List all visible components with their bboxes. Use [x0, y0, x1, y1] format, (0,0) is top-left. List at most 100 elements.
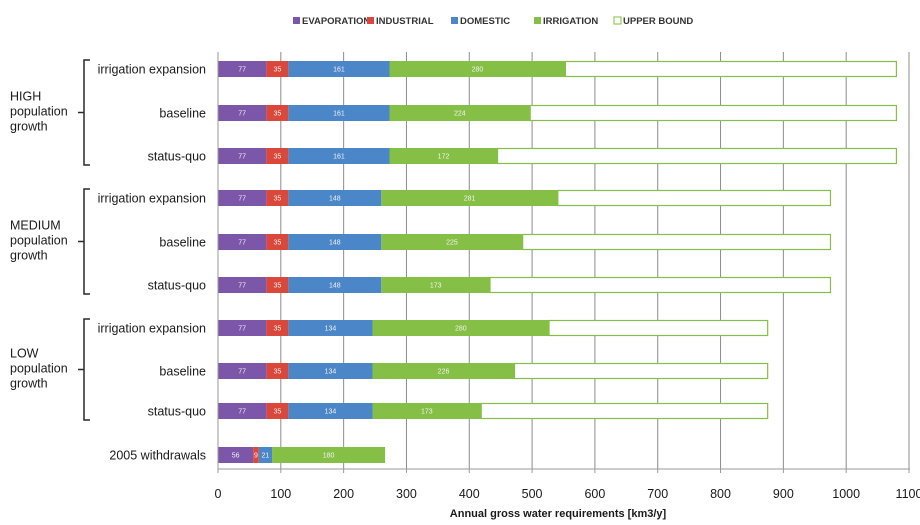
- bar-segment-domestic: [288, 403, 373, 419]
- legend-label-industrial: INDUSTRIAL: [376, 16, 434, 27]
- legend-label-irrigation: IRRIGATION: [543, 16, 598, 27]
- category-label: baseline: [159, 236, 206, 250]
- bar-value-label: 77: [238, 196, 246, 203]
- bar-segment-industrial: [266, 61, 289, 77]
- legend-label-evaporation: EVAPORATION: [302, 16, 370, 27]
- bar-value-label: 161: [333, 67, 345, 74]
- bar-value-label: 9: [254, 453, 258, 460]
- bar-value-label: 173: [421, 409, 433, 416]
- bar-value-label: 161: [333, 154, 345, 161]
- x-tick-label: 500: [522, 487, 543, 501]
- group-label: growth: [10, 249, 48, 263]
- bar-segment-domestic: [288, 277, 382, 293]
- bar-segment-industrial: [266, 277, 289, 293]
- bar-segment-evaporation: [218, 105, 267, 121]
- bar-segment-domestic: [288, 234, 382, 250]
- bar-segment-evaporation: [218, 277, 267, 293]
- bar-value-label: 172: [438, 154, 450, 161]
- upper-bound-bar: [557, 189, 832, 207]
- bar-segment-irrigation: [372, 363, 515, 379]
- category-label: baseline: [159, 107, 206, 121]
- bar-segment-irrigation: [389, 148, 498, 164]
- legend-swatch-evaporation: [293, 17, 300, 24]
- bar-segment-evaporation: [218, 403, 267, 419]
- bar-value-label: 161: [333, 111, 345, 118]
- bar-segment-domestic: [288, 61, 390, 77]
- bar-value-label: 226: [438, 369, 450, 376]
- bar-value-label: 180: [323, 453, 335, 460]
- x-tick-label: 200: [333, 487, 354, 501]
- grid-lines: [280, 52, 910, 469]
- bar-segment-irrigation: [389, 105, 531, 121]
- group-label: population: [10, 362, 68, 376]
- bar-segment-evaporation: [218, 447, 254, 463]
- bar-value-label: 134: [325, 369, 337, 376]
- upper-bound-bar: [529, 104, 898, 122]
- bar-segment-irrigation: [381, 190, 558, 206]
- category-label: status-quo: [148, 150, 206, 164]
- bar-value-label: 77: [238, 240, 246, 247]
- bar-segment-evaporation: [218, 61, 267, 77]
- bar-segment-evaporation: [218, 190, 267, 206]
- bar-segment-industrial: [266, 148, 289, 164]
- bar-value-label: 77: [238, 283, 246, 290]
- bar-segment-domestic: [288, 363, 373, 379]
- bar-value-label: 35: [273, 409, 281, 416]
- legend-swatch-irrigation: [534, 17, 541, 24]
- bar-value-label: 35: [273, 67, 281, 74]
- bar-segment-industrial: [266, 363, 289, 379]
- category-label: status-quo: [148, 279, 206, 293]
- upper-bound-bar: [496, 147, 898, 165]
- bar-value-label: 77: [238, 369, 246, 376]
- bar-segment-domestic: [288, 105, 390, 121]
- upper-bound-bar: [564, 60, 898, 78]
- bar-segment-evaporation: [218, 320, 267, 336]
- group-bracket: [78, 59, 90, 166]
- bar-segment-industrial: [266, 403, 289, 419]
- bar-value-label: 77: [238, 154, 246, 161]
- x-tick-label: 700: [647, 487, 668, 501]
- bar-segment-industrial: [266, 190, 289, 206]
- x-tick-label: 600: [584, 487, 605, 501]
- bar-segment-irrigation: [381, 277, 491, 293]
- upper-bound-bar: [548, 319, 769, 337]
- bar-segment-irrigation: [389, 61, 566, 77]
- bar-segment-domestic: [288, 190, 382, 206]
- group-label: growth: [10, 377, 48, 391]
- x-tick-label: 1100: [896, 487, 920, 501]
- bar-segment-evaporation: [218, 234, 267, 250]
- bar-segment-evaporation: [218, 148, 267, 164]
- bar-value-label: 21: [262, 453, 270, 460]
- group-label: growth: [10, 120, 48, 134]
- bar-value-label: 148: [329, 196, 341, 203]
- bar-value-label: 77: [238, 409, 246, 416]
- bar-segment-irrigation: [381, 234, 523, 250]
- group-label: population: [10, 105, 68, 119]
- bar-value-label: 77: [238, 111, 246, 118]
- category-label: status-quo: [148, 405, 206, 419]
- bar-value-label: 281: [464, 196, 476, 203]
- bar-value-label: 35: [273, 369, 281, 376]
- category-label: irrigation expansion: [98, 192, 206, 206]
- bar-segment-irrigation: [272, 447, 386, 463]
- upper-bound-bar: [513, 362, 769, 380]
- group-label: HIGH: [10, 90, 41, 104]
- bar-value-label: 35: [273, 240, 281, 247]
- x-tick-label: 900: [773, 487, 794, 501]
- bar-segment-domestic: [288, 148, 390, 164]
- upper-bound-bar: [480, 402, 769, 420]
- x-tick-label: 1000: [832, 487, 860, 501]
- bar-value-label: 280: [455, 326, 467, 333]
- category-label: irrigation expansion: [98, 322, 206, 336]
- x-tick-label: 400: [459, 487, 480, 501]
- bar-segment-irrigation: [372, 403, 482, 419]
- group-bracket: [78, 188, 90, 295]
- bar-value-label: 225: [446, 240, 458, 247]
- bar-segment-irrigation: [372, 320, 550, 336]
- category-label: irrigation expansion: [98, 63, 206, 77]
- x-tick-label: 100: [270, 487, 291, 501]
- group-label: LOW: [10, 347, 39, 361]
- bar-value-label: 148: [329, 240, 341, 247]
- bar-segment-industrial: [266, 320, 289, 336]
